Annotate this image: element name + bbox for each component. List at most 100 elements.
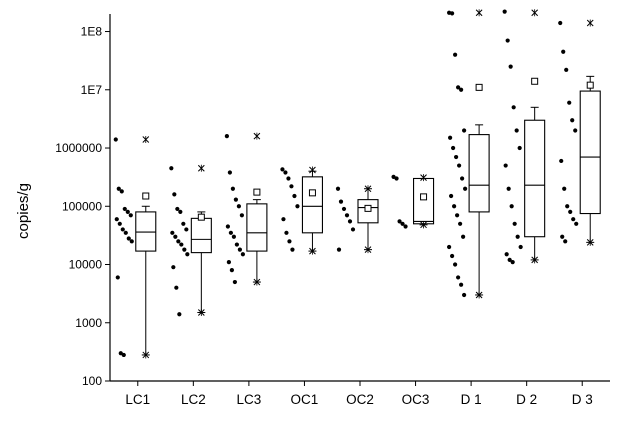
data-point [119, 189, 124, 194]
data-point [227, 170, 232, 175]
data-point [462, 292, 467, 298]
data-point [559, 158, 564, 164]
box-group [335, 185, 379, 254]
data-point [344, 213, 350, 218]
data-point [451, 145, 456, 151]
box-group [224, 132, 268, 286]
min-marker [309, 247, 316, 255]
data-point [286, 176, 291, 181]
data-point [456, 275, 461, 280]
data-point [182, 247, 187, 252]
data-point [350, 227, 356, 232]
data-point [341, 206, 347, 212]
x-tick-label: OC2 [346, 392, 374, 407]
data-point [511, 105, 516, 110]
data-point [564, 67, 569, 72]
data-point [122, 206, 127, 212]
data-point [289, 184, 294, 189]
data-point [460, 176, 465, 181]
max-marker [475, 9, 483, 17]
data-point [508, 64, 513, 69]
data-point [456, 85, 461, 90]
data-point [509, 204, 514, 209]
data-point [571, 217, 576, 222]
min-marker [420, 221, 427, 229]
data-point [459, 87, 464, 92]
max-marker [586, 19, 594, 27]
data-point [232, 279, 237, 285]
y-tick-label: 100000 [62, 199, 102, 213]
data-point [448, 135, 453, 140]
data-point [517, 145, 522, 151]
data-point [171, 265, 176, 270]
x-tick-label: OC1 [291, 392, 319, 407]
box-group [169, 164, 212, 317]
data-point [226, 260, 231, 265]
max-marker [420, 174, 427, 182]
min-marker [253, 278, 261, 286]
data-point [515, 234, 520, 239]
min-marker [364, 246, 372, 254]
data-point [174, 285, 179, 290]
data-point [292, 193, 297, 199]
data-point [568, 209, 573, 215]
data-point [229, 268, 234, 273]
data-point [507, 257, 512, 262]
x-tick-label: LC1 [125, 392, 150, 407]
data-point [129, 239, 134, 244]
data-point [506, 186, 511, 191]
max-marker [309, 166, 316, 174]
data-point [452, 204, 457, 209]
data-point [394, 176, 399, 181]
data-point [113, 137, 118, 142]
data-point [123, 230, 128, 235]
data-point [514, 128, 519, 133]
data-point [240, 252, 245, 257]
data-point [283, 170, 288, 175]
data-point [561, 49, 566, 54]
data-point [457, 163, 462, 168]
x-tick-label: LC2 [181, 392, 206, 407]
y-axis-label: copies/g [15, 183, 32, 239]
box-group [113, 136, 157, 359]
box [301, 176, 323, 234]
box [246, 203, 268, 252]
data-point [281, 217, 286, 222]
data-point [184, 227, 189, 232]
mean-marker [364, 204, 372, 212]
data-point [170, 230, 175, 235]
min-marker [475, 291, 483, 299]
mean-marker [586, 81, 594, 89]
y-tick-label: 100 [82, 374, 102, 388]
max-marker [142, 136, 150, 144]
data-point [567, 100, 572, 105]
x-tick-label: OC3 [402, 392, 430, 407]
x-axis-ticks: LC1 LC2 LC3 OC1 OC2 OC3 D 1 D 2 D 3 [125, 381, 593, 407]
x-tick-label: D 1 [461, 392, 482, 407]
box [190, 217, 212, 254]
data-point [234, 242, 239, 247]
y-tick-label: 1000 [75, 316, 102, 330]
data-point [449, 193, 454, 199]
box-group [391, 174, 435, 229]
data-point [185, 252, 190, 257]
data-point [237, 247, 242, 252]
data-point [176, 239, 181, 244]
data-point [126, 236, 131, 241]
y-tick-label: 1E7 [81, 83, 103, 97]
data-point [570, 118, 575, 123]
box [357, 199, 379, 224]
data-point [518, 244, 523, 250]
min-marker [142, 351, 150, 359]
data-point [228, 230, 233, 235]
data-point [172, 192, 177, 197]
data-point [453, 262, 458, 267]
data-point [565, 204, 570, 209]
data-point [461, 234, 466, 239]
max-marker [364, 185, 372, 193]
data-point [230, 186, 235, 191]
y-tick-label: 1000000 [55, 141, 102, 155]
mean-marker [197, 213, 205, 221]
data-point [233, 197, 238, 202]
